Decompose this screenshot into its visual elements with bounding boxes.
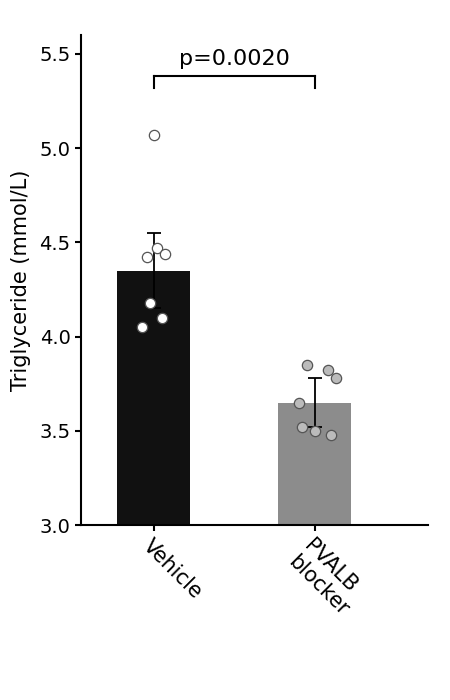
Bar: [279, 402, 351, 525]
Point: [332, 372, 339, 384]
Point: [327, 429, 334, 440]
Point: [144, 252, 151, 263]
Point: [161, 248, 168, 259]
Point: [147, 297, 154, 308]
Point: [150, 130, 157, 141]
Point: [298, 421, 306, 433]
Point: [324, 365, 331, 376]
Point: [295, 397, 302, 408]
Point: [158, 312, 165, 323]
Point: [139, 321, 146, 332]
Point: [153, 242, 160, 253]
Y-axis label: Triglyceride (mmol/L): Triglyceride (mmol/L): [11, 169, 31, 391]
Text: p=0.0020: p=0.0020: [179, 49, 289, 69]
Bar: [117, 271, 190, 525]
Point: [303, 359, 310, 370]
Point: [311, 425, 318, 436]
